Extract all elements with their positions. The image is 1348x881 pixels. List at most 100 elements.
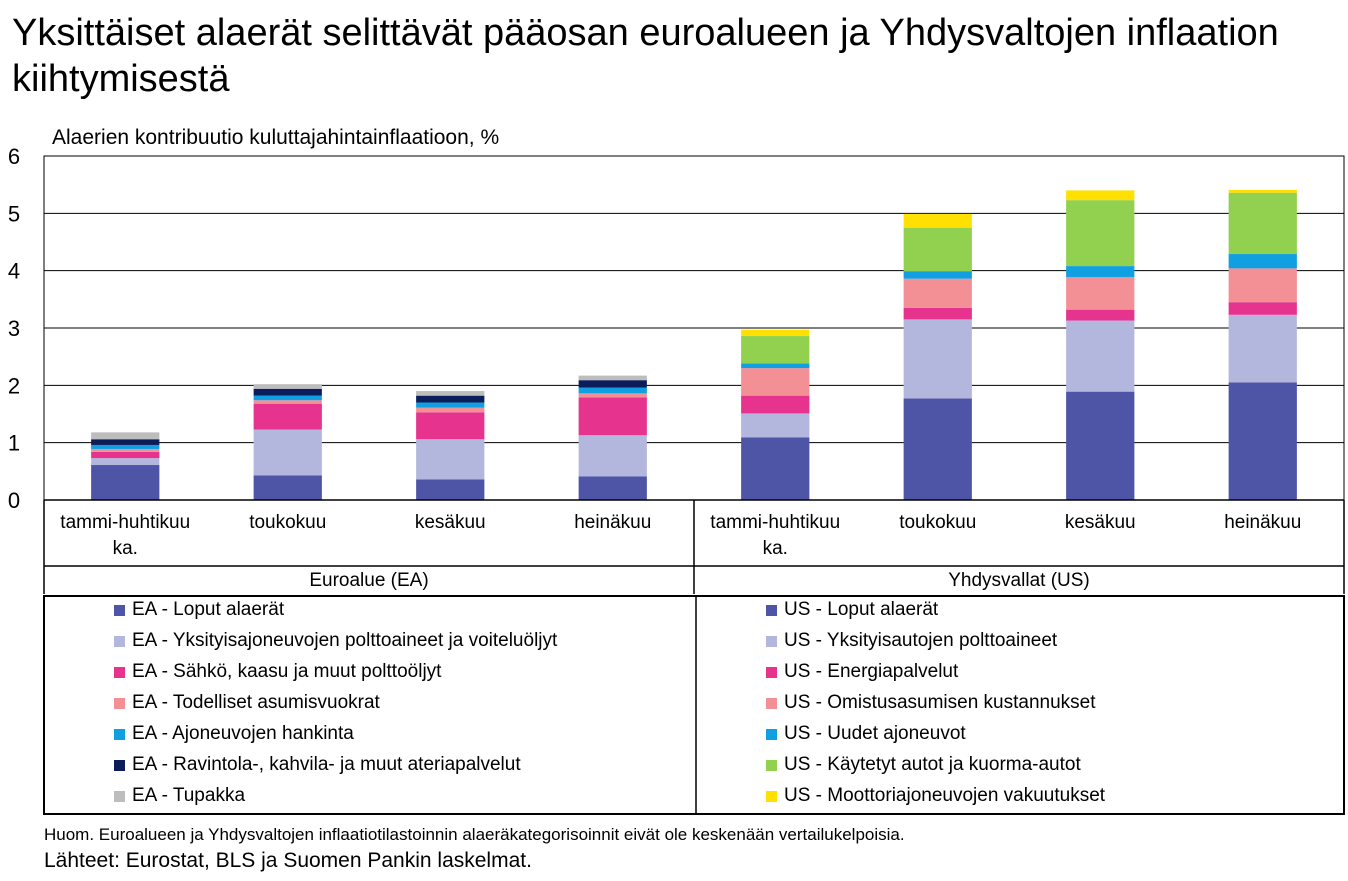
bar-segment — [91, 432, 160, 440]
bar-segment — [416, 439, 485, 480]
legend-item: EA - Loput alaerät — [114, 596, 284, 624]
bar-segment — [416, 412, 485, 440]
legend-label: US - Uudet ajoneuvot — [784, 723, 966, 744]
bar-segment — [578, 387, 647, 394]
x-tick-label: toukokuu — [899, 512, 976, 533]
legend-item: EA - Sähkö, kaasu ja muut polttoöljyt — [114, 658, 441, 686]
x-tick-label: kesäkuu — [415, 512, 486, 533]
bar-segment — [903, 398, 972, 500]
legend-item: EA - Ajoneuvojen hankinta — [114, 720, 354, 748]
bar-segment — [1066, 391, 1135, 500]
legend-item: EA - Yksityisajoneuvojen polttoaineet ja… — [114, 627, 557, 655]
legend-item: US - Energiapalvelut — [766, 658, 958, 686]
legend-swatch — [114, 759, 125, 771]
bar-segment — [741, 329, 810, 337]
bar-segment — [1228, 314, 1297, 383]
legend-item: EA - Ravintola-, kahvila- ja muut ateria… — [114, 751, 521, 779]
bar-segment — [1228, 254, 1297, 269]
x-tick-label: heinäkuu — [1224, 512, 1301, 533]
legend-swatch — [114, 790, 125, 802]
legend-swatch — [114, 697, 125, 709]
bar-segment — [578, 397, 647, 436]
bar-segment — [578, 476, 647, 500]
bar-segment — [416, 395, 485, 403]
bar-segment — [741, 413, 810, 438]
legend-label: EA - Tupakka — [132, 785, 246, 806]
bar-segment — [91, 444, 160, 449]
legend-label: US - Yksityisautojen polttoaineet — [784, 630, 1058, 651]
bar-segment — [253, 475, 322, 500]
legend-swatch — [766, 604, 777, 616]
legend-swatch — [766, 728, 777, 740]
bar-segment — [91, 465, 160, 500]
bar-segment — [253, 384, 322, 389]
bar-segment — [578, 393, 647, 398]
bar-segment — [903, 271, 972, 279]
bar-segment — [253, 403, 322, 430]
bar-segment — [1066, 200, 1135, 267]
bar-segment — [903, 307, 972, 320]
legend-label: EA - Todelliset asumisvuokrat — [132, 692, 380, 713]
sources: Lähteet: Eurostat, BLS ja Suomen Pankin … — [44, 849, 532, 872]
bar-segment — [91, 458, 160, 466]
bar-segment — [253, 388, 322, 396]
legend-label: EA - Yksityisajoneuvojen polttoaineet ja… — [132, 630, 558, 651]
y-tick-label: 3 — [8, 316, 20, 341]
bar-segment — [741, 437, 810, 500]
y-tick-label: 0 — [8, 488, 20, 513]
bar-segment — [903, 227, 972, 272]
bar-segment — [1066, 276, 1135, 310]
legend-swatch — [766, 790, 777, 802]
legend-label: US - Moottoriajoneuvojen vakuutukset — [784, 785, 1106, 806]
chart-subtitle: Alaerien kontribuutio kuluttajahintainfl… — [52, 126, 500, 149]
bar-segment — [91, 451, 160, 459]
bar-segment — [741, 368, 810, 396]
legend-label: EA - Ravintola-, kahvila- ja muut ateria… — [132, 754, 521, 775]
bar-segment — [416, 391, 485, 396]
group-label: Euroalue (EA) — [309, 570, 428, 591]
bar-segment — [1228, 189, 1297, 193]
legend-label: EA - Loput alaerät — [132, 599, 285, 620]
bar-segment — [903, 278, 972, 308]
bar-segment — [1228, 302, 1297, 315]
legend-label: US - Energiapalvelut — [784, 661, 959, 682]
footnote: Huom. Euroalueen ja Yhdysvaltojen inflaa… — [44, 825, 905, 844]
legend-label: EA - Sähkö, kaasu ja muut polttoöljyt — [132, 661, 442, 682]
bar-segment — [741, 363, 810, 369]
bar-segment — [578, 380, 647, 388]
bar-segment — [578, 375, 647, 381]
bar-segment — [416, 407, 485, 413]
bar-segment — [253, 429, 322, 476]
legend-swatch — [114, 728, 125, 740]
legend-swatch — [114, 604, 125, 616]
legend-swatch — [766, 759, 777, 771]
legend-swatch — [114, 635, 125, 647]
bar-segment — [1228, 268, 1297, 303]
legend: EA - Loput alaerät EA - Yksityisajoneuvoj… — [44, 596, 1344, 814]
y-tick-label: 2 — [8, 373, 20, 398]
x-tick-label: heinäkuu — [574, 512, 651, 533]
legend-swatch — [114, 666, 125, 678]
bar-segment — [1066, 320, 1135, 392]
legend-item: US - Yksityisautojen polttoaineet — [766, 627, 1057, 655]
bar-segment — [1228, 382, 1297, 500]
bar-segment — [416, 479, 485, 500]
x-tick-label: ka. — [113, 538, 138, 559]
legend-label: US - Omistusasumisen kustannukset — [784, 692, 1096, 713]
legend-item: US - Uudet ajoneuvot — [766, 720, 966, 748]
bar-segment — [1066, 309, 1135, 321]
legend-item: US - Loput alaerät — [766, 596, 938, 624]
x-tick-label: ka. — [763, 538, 788, 559]
legend-label: US - Loput alaerät — [784, 599, 939, 620]
bar-segment — [741, 336, 810, 364]
legend-item: EA - Todelliset asumisvuokrat — [114, 689, 380, 717]
bar-segment — [741, 395, 810, 414]
x-tick-label: tammi-huhtikuu — [60, 512, 190, 533]
bar-segment — [91, 448, 160, 452]
legend-swatch — [766, 697, 777, 709]
group-label: Yhdysvallat (US) — [948, 570, 1090, 591]
legend-item: US - Käytetyt autot ja kuorma-autot — [766, 751, 1081, 779]
legend-swatch — [766, 635, 777, 647]
legend-item: US - Moottoriajoneuvojen vakuutukset — [766, 782, 1105, 810]
chart-title: Yksittäiset alaerät selittävät pääosan e… — [12, 12, 1279, 100]
